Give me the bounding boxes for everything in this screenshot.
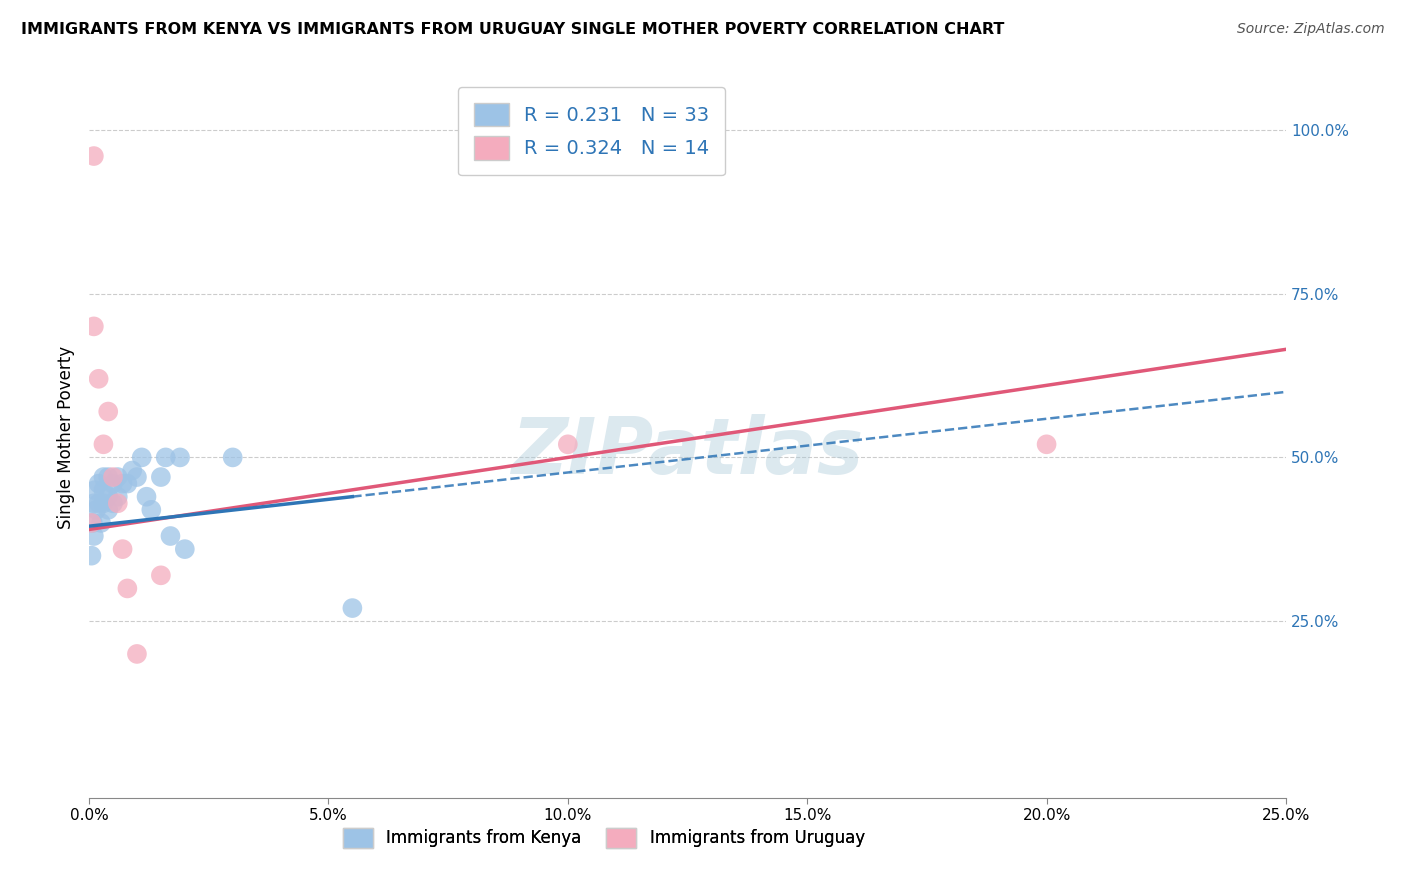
Point xyxy=(83,319,105,334)
Point xyxy=(87,372,110,386)
Point xyxy=(169,450,191,465)
Point xyxy=(1035,437,1057,451)
Point xyxy=(83,496,105,510)
Point xyxy=(111,476,134,491)
Point xyxy=(121,463,143,477)
Point xyxy=(83,149,105,163)
Point xyxy=(149,470,172,484)
Point xyxy=(107,496,129,510)
Point xyxy=(101,476,124,491)
Point xyxy=(97,404,120,418)
Point xyxy=(141,503,163,517)
Y-axis label: Single Mother Poverty: Single Mother Poverty xyxy=(58,346,75,529)
Point xyxy=(222,450,245,465)
Point xyxy=(82,516,104,530)
Point xyxy=(117,476,139,491)
Point xyxy=(101,470,124,484)
Point xyxy=(93,437,115,451)
Point xyxy=(557,437,579,451)
Point xyxy=(125,647,148,661)
Point xyxy=(111,542,134,557)
Point xyxy=(159,529,181,543)
Point xyxy=(97,470,120,484)
Point xyxy=(101,496,124,510)
Point xyxy=(173,542,195,557)
Text: Source: ZipAtlas.com: Source: ZipAtlas.com xyxy=(1237,22,1385,37)
Point xyxy=(93,483,115,498)
Point xyxy=(135,490,157,504)
Text: IMMIGRANTS FROM KENYA VS IMMIGRANTS FROM URUGUAY SINGLE MOTHER POVERTY CORRELATI: IMMIGRANTS FROM KENYA VS IMMIGRANTS FROM… xyxy=(21,22,1004,37)
Point xyxy=(149,568,172,582)
Point xyxy=(84,503,107,517)
Text: ZIPatlas: ZIPatlas xyxy=(512,414,863,491)
Point xyxy=(107,470,129,484)
Point xyxy=(93,470,115,484)
Point xyxy=(83,529,105,543)
Point xyxy=(83,483,105,498)
Point xyxy=(342,601,364,615)
Point xyxy=(117,582,139,596)
Point xyxy=(107,490,129,504)
Point xyxy=(155,450,177,465)
Point xyxy=(97,490,120,504)
Point xyxy=(87,496,110,510)
Point xyxy=(87,476,110,491)
Point xyxy=(90,516,112,530)
Point xyxy=(125,470,148,484)
Point xyxy=(93,496,115,510)
Point xyxy=(131,450,153,465)
Legend: Immigrants from Kenya, Immigrants from Uruguay: Immigrants from Kenya, Immigrants from U… xyxy=(336,821,872,855)
Point xyxy=(80,516,103,530)
Point xyxy=(97,503,120,517)
Point xyxy=(80,549,103,563)
